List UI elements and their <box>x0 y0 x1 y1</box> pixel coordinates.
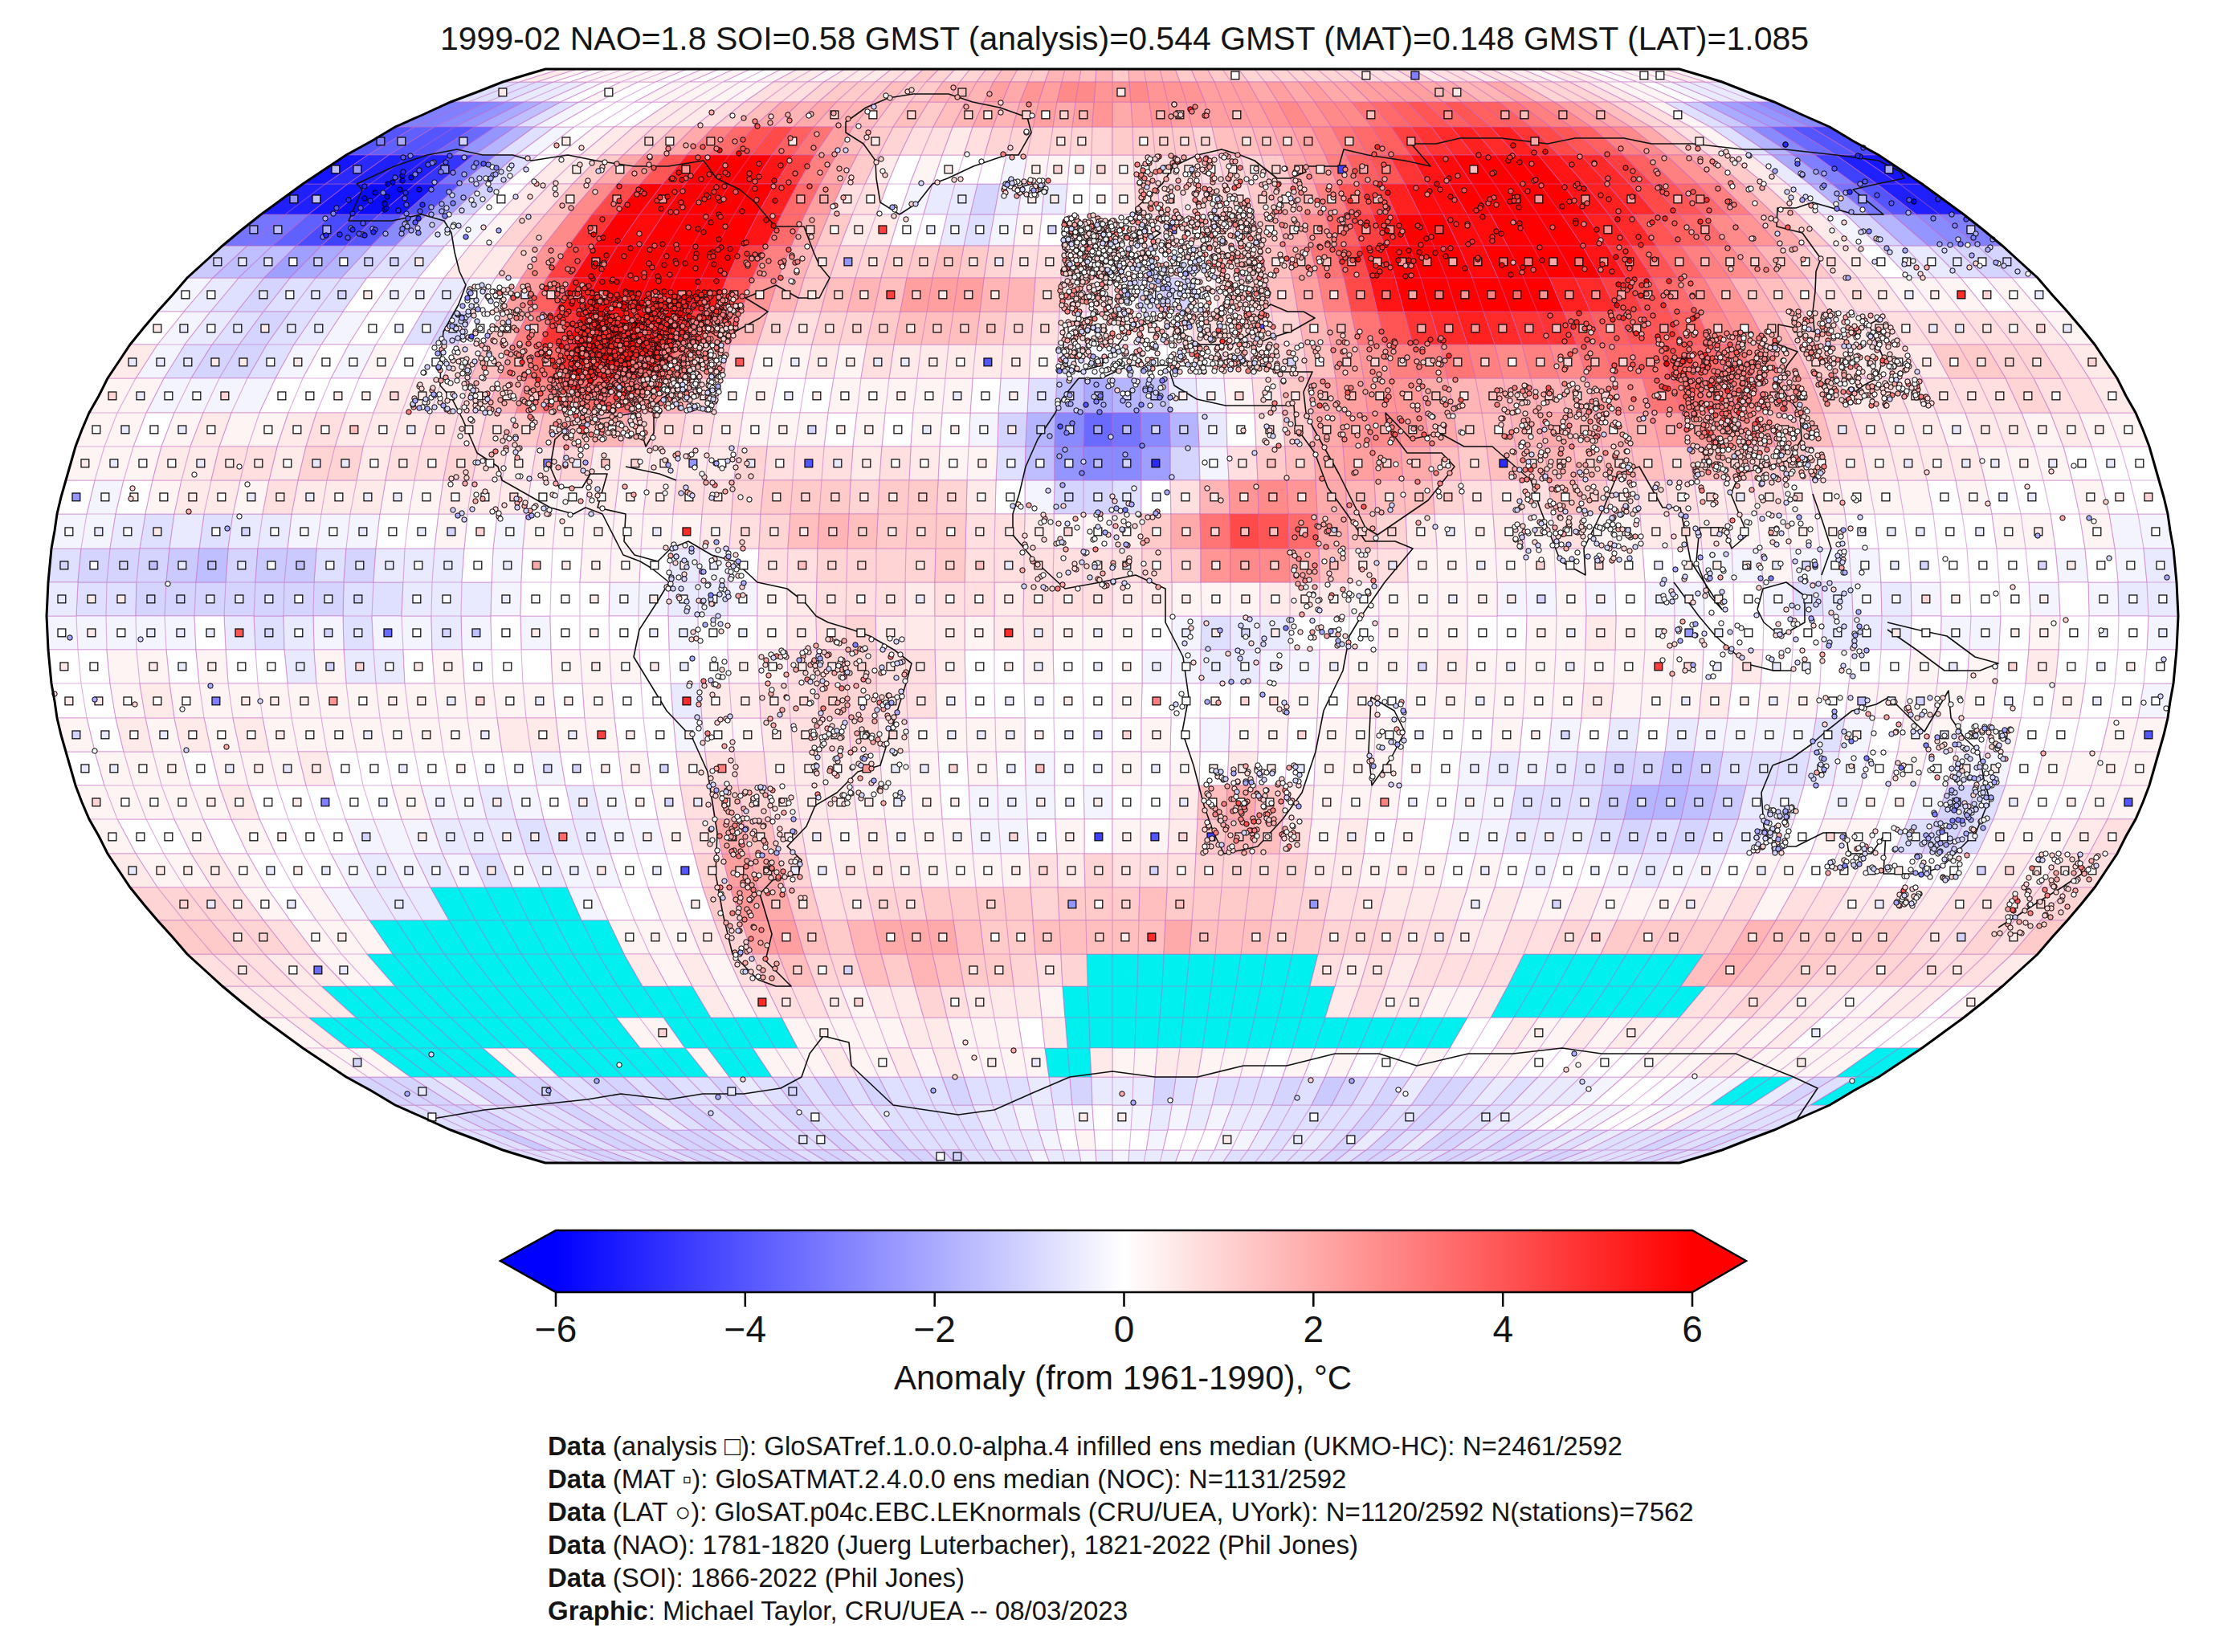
svg-text:−6: −6 <box>535 1308 577 1350</box>
svg-text:0: 0 <box>1114 1308 1135 1350</box>
svg-text:Data (SOI): 1866-2022 (Phil Jo: Data (SOI): 1866-2022 (Phil Jones) <box>548 1563 965 1593</box>
svg-text:Data (analysis □): GloSATref.1: Data (analysis □): GloSATref.1.0.0.0-alp… <box>548 1431 1622 1461</box>
svg-text:1999-02 NAO=1.8 SOI=0.58 GMST: 1999-02 NAO=1.8 SOI=0.58 GMST (analysis)… <box>440 20 1809 57</box>
svg-text:Graphic: Michael Taylor, CRU/U: Graphic: Michael Taylor, CRU/UEA -- 08/0… <box>548 1596 1128 1625</box>
svg-text:6: 6 <box>1682 1308 1703 1350</box>
svg-text:Data (LAT ○): GloSAT.p04c.EBC.: Data (LAT ○): GloSAT.p04c.EBC.LEKnormals… <box>548 1497 1694 1527</box>
svg-text:2: 2 <box>1304 1308 1324 1350</box>
svg-text:−2: −2 <box>913 1308 955 1350</box>
svg-text:Data (MAT ▫): GloSATMAT.2.4.0.: Data (MAT ▫): GloSATMAT.2.4.0.0 ens medi… <box>548 1464 1346 1494</box>
svg-text:Anomaly (from 1961-1990), °C: Anomaly (from 1961-1990), °C <box>894 1359 1352 1397</box>
svg-text:−4: −4 <box>724 1308 766 1350</box>
svg-text:4: 4 <box>1492 1308 1513 1350</box>
svg-text:Data (NAO): 1781-1820 (Juerg L: Data (NAO): 1781-1820 (Juerg Luterbacher… <box>548 1530 1358 1560</box>
